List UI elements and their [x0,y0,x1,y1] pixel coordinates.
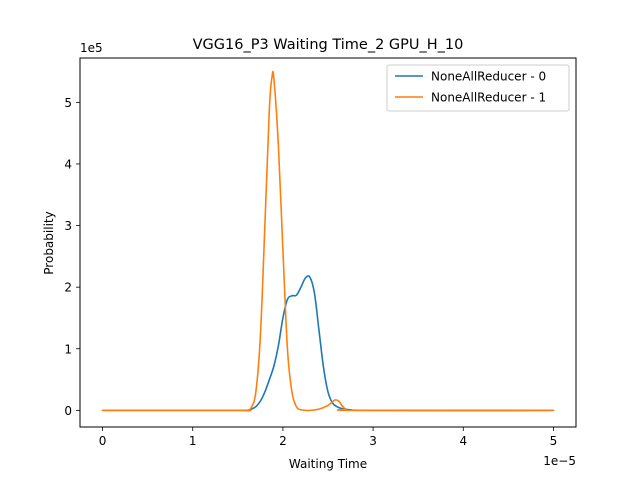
x-axis-label: Waiting Time [289,457,367,471]
y-axis-ticks: 0 1 2 3 4 5 [64,96,80,418]
legend-box [386,64,570,112]
legend: NoneAllReducer - 0 NoneAllReducer - 1 [386,64,570,112]
x-tick-label: 4 [459,434,467,448]
x-tick-label: 3 [369,434,377,448]
series-line-0 [101,275,555,412]
y-tick-label: 1 [64,342,72,356]
x-tick-label: 5 [550,434,558,448]
y-tick-label: 3 [64,219,72,233]
y-tick-label: 0 [64,404,72,418]
y-axis-label: Probability [42,211,56,274]
plot-lines [101,70,555,412]
legend-label-series-1: NoneAllReducer - 1 [431,91,546,105]
series-line-1 [101,70,555,412]
legend-label-series-0: NoneAllReducer - 0 [431,70,546,84]
y-tick-label: 2 [64,281,72,295]
y-tick-label: 4 [64,157,72,171]
x-axis-ticks: 0 1 2 3 4 5 [99,427,558,448]
x-tick-label: 1 [189,434,197,448]
x-tick-label: 0 [99,434,107,448]
y-tick-label: 5 [64,96,72,110]
chart-title: VGG16_P3 Waiting Time_2 GPU_H_10 [193,37,464,53]
x-tick-label: 2 [279,434,287,448]
y-axis-offset-label: 1e5 [80,41,103,55]
x-axis-offset-label: 1e−5 [543,454,576,468]
plot-frame [79,57,577,428]
